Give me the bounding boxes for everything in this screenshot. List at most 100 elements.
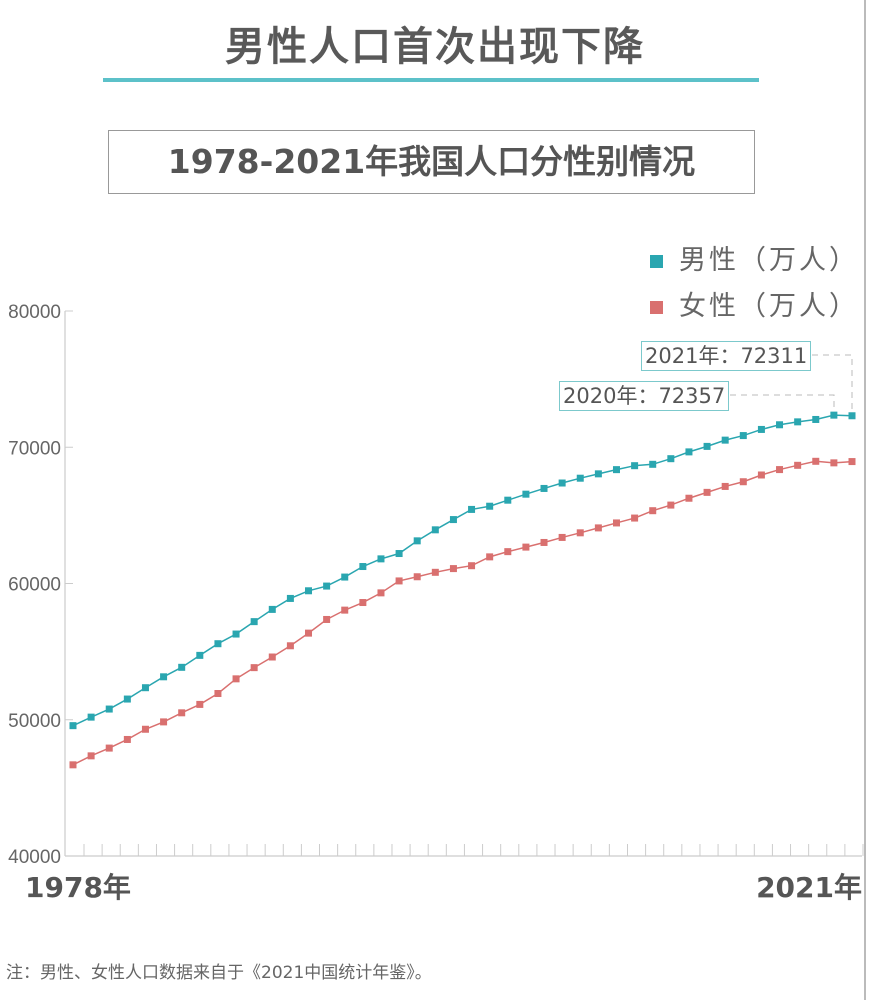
data-point-female-2001 <box>486 553 494 561</box>
data-point-male-1992 <box>323 582 331 590</box>
data-point-male-1991 <box>305 587 313 595</box>
data-point-female-2015 <box>739 478 747 486</box>
data-point-male-1981 <box>123 695 131 703</box>
y-tick-label: 80000 <box>8 302 61 323</box>
data-point-male-2017 <box>776 421 784 429</box>
data-point-female-1982 <box>141 725 149 733</box>
legend-label-male: 男性（万人） <box>679 245 859 276</box>
data-point-male-1979 <box>87 713 95 721</box>
data-point-male-1990 <box>286 594 294 602</box>
data-point-male-1987 <box>232 630 240 638</box>
legend-label-female: 女性（万人） <box>679 291 859 322</box>
data-point-male-1989 <box>268 605 276 613</box>
data-point-male-2000 <box>468 505 476 513</box>
data-point-male-1997 <box>413 537 421 545</box>
x-tick-label-start: 1978年 <box>25 871 131 904</box>
data-point-male-1995 <box>377 555 385 563</box>
data-point-male-1994 <box>359 563 367 571</box>
data-point-male-2009 <box>631 462 639 470</box>
data-point-male-1996 <box>395 550 403 558</box>
data-point-male-1988 <box>250 618 258 626</box>
data-point-male-1980 <box>105 705 113 713</box>
source-note: 注：男性、女性人口数据来自于《2021中国统计年鉴》。 <box>6 963 432 983</box>
data-point-female-2017 <box>776 466 784 474</box>
data-point-female-1994 <box>359 599 367 607</box>
data-point-female-1987 <box>232 675 240 683</box>
data-point-male-1982 <box>141 684 149 692</box>
data-point-male-2004 <box>540 484 548 492</box>
data-point-male-2013 <box>703 442 711 450</box>
x-tick-label-end: 2021年 <box>756 871 862 904</box>
data-point-female-1991 <box>305 629 313 637</box>
annotation-leader-2021 <box>812 354 853 410</box>
data-point-female-1984 <box>178 709 186 717</box>
annotation-2020: 2020年：72357 <box>559 381 730 411</box>
series-line-female <box>72 460 853 766</box>
legend-item-male: 男性（万人） <box>650 238 859 277</box>
data-point-male-2002 <box>504 496 512 504</box>
y-tick-label: 60000 <box>8 575 61 596</box>
data-point-male-1983 <box>160 673 168 681</box>
data-point-male-1985 <box>196 651 204 659</box>
data-point-male-2018 <box>794 418 802 426</box>
annotation-2021: 2021年：72311 <box>641 341 812 371</box>
data-point-female-1992 <box>323 615 331 623</box>
data-point-female-1993 <box>341 606 349 614</box>
data-point-male-1998 <box>431 526 439 534</box>
data-point-male-1999 <box>449 516 457 524</box>
data-point-male-1978 <box>69 722 77 730</box>
data-point-male-2008 <box>612 466 620 474</box>
data-point-female-1981 <box>123 735 131 743</box>
data-point-female-1989 <box>268 653 276 661</box>
data-point-male-2019 <box>812 415 820 423</box>
data-point-female-1995 <box>377 589 385 597</box>
data-point-male-2007 <box>594 470 602 478</box>
data-point-female-2010 <box>649 507 657 515</box>
data-point-female-1979 <box>87 752 95 760</box>
page-edge-divider <box>864 0 866 1000</box>
y-tick-label: 50000 <box>8 711 61 732</box>
legend-swatch-male <box>650 255 663 268</box>
y-tick-label: 40000 <box>8 847 61 868</box>
data-point-female-2003 <box>522 543 530 551</box>
data-point-male-1986 <box>214 640 222 648</box>
data-point-male-2005 <box>558 479 566 487</box>
data-point-female-2000 <box>468 562 476 570</box>
data-point-female-2005 <box>558 533 566 541</box>
data-point-male-2011 <box>667 455 675 463</box>
data-point-female-1996 <box>395 577 403 585</box>
data-point-female-2006 <box>576 529 584 537</box>
data-point-female-1983 <box>160 718 168 726</box>
data-point-female-2014 <box>721 482 729 490</box>
data-point-female-2011 <box>667 501 675 509</box>
page-title: 男性人口首次出现下降 <box>225 24 645 70</box>
data-point-female-1998 <box>431 568 439 576</box>
data-point-male-2010 <box>649 460 657 468</box>
data-point-female-1988 <box>250 664 258 672</box>
data-point-female-2013 <box>703 488 711 496</box>
data-point-female-1978 <box>69 761 77 769</box>
data-point-male-2006 <box>576 474 584 482</box>
data-point-male-2012 <box>685 448 693 456</box>
data-point-female-1980 <box>105 744 113 752</box>
data-point-female-2009 <box>631 514 639 522</box>
legend-swatch-female <box>650 301 663 314</box>
data-point-male-1993 <box>341 573 349 581</box>
data-point-female-2002 <box>504 548 512 556</box>
data-point-female-1990 <box>286 642 294 650</box>
data-point-male-2001 <box>486 502 494 510</box>
data-point-female-2012 <box>685 494 693 502</box>
legend-item-female: 女性（万人） <box>650 284 859 323</box>
title-underline <box>103 78 759 82</box>
data-point-male-2015 <box>739 432 747 440</box>
data-point-female-2020 <box>830 459 838 467</box>
data-point-female-2008 <box>612 519 620 527</box>
data-point-male-2014 <box>721 436 729 444</box>
data-point-female-2004 <box>540 538 548 546</box>
data-point-female-2018 <box>794 461 802 469</box>
chart-title: 1978-2021年我国人口分性别情况 <box>108 130 755 194</box>
series-line-male <box>72 414 853 727</box>
data-point-female-1999 <box>449 565 457 573</box>
data-point-male-2021 <box>848 412 856 420</box>
